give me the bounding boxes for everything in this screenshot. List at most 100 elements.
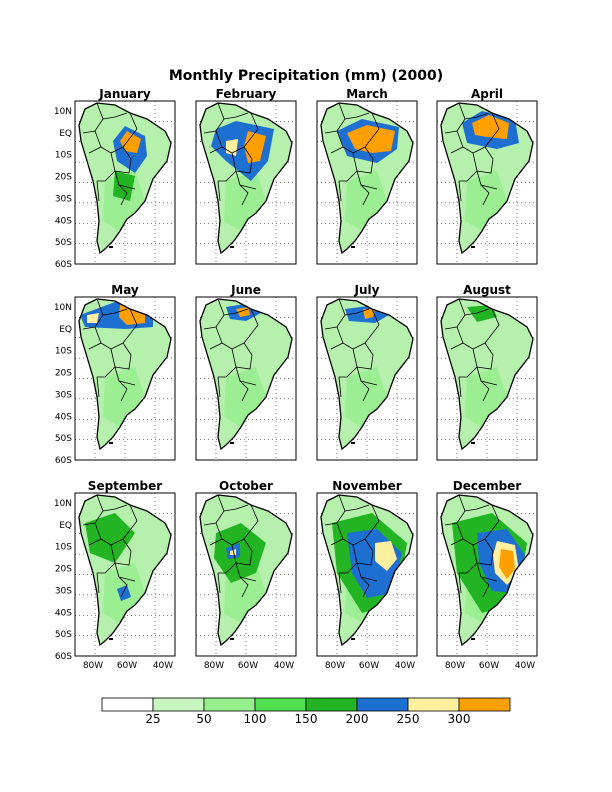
country-border	[472, 342, 494, 370]
map-panel-december: December 80W 60W 40W	[436, 479, 538, 671]
country-border	[360, 184, 378, 190]
country-border	[243, 308, 259, 344]
country-border	[82, 102, 104, 134]
country-border	[102, 112, 128, 120]
map-panel-march: March	[316, 87, 418, 265]
lat-tick-label: 10N	[54, 303, 72, 313]
country-border	[324, 494, 346, 526]
country-border	[464, 112, 490, 120]
country-border	[231, 146, 253, 174]
lon-tick-label: 40W	[274, 661, 294, 671]
country-border	[223, 112, 249, 120]
precip-area	[120, 131, 141, 153]
falkland-islands	[471, 638, 475, 640]
falkland-islands	[109, 638, 113, 640]
precip-area	[103, 367, 145, 427]
country-border	[444, 494, 466, 526]
precip-layer	[211, 121, 274, 231]
lat-tick-label: 20S	[55, 173, 72, 183]
legend-swatch	[254, 697, 307, 712]
precip-layer	[214, 523, 266, 623]
falkland-islands	[230, 246, 234, 248]
lon-tick-label: 60W	[117, 661, 137, 671]
precip-area	[87, 313, 99, 323]
country-border	[338, 376, 342, 398]
lon-tick-label: 60W	[479, 661, 499, 671]
country-border	[203, 494, 225, 526]
lat-tick-label: 10S	[55, 543, 72, 553]
legend-label: 25	[145, 712, 160, 726]
lat-tick-label: 50S	[55, 238, 72, 248]
lat-tick-label: 10N	[54, 499, 72, 509]
country-border	[239, 380, 257, 386]
panel-title: August	[463, 283, 511, 297]
lon-tick-label: 40W	[515, 661, 535, 671]
precip-area	[465, 171, 507, 231]
country-border	[476, 170, 490, 206]
legend-label: 150	[295, 712, 318, 726]
country-border	[239, 184, 257, 190]
falkland-islands	[351, 638, 355, 640]
falkland-islands	[351, 246, 355, 248]
coastline	[440, 102, 534, 255]
lat-tick-label: 50S	[55, 630, 72, 640]
country-border	[364, 308, 380, 344]
legend-swatch	[305, 697, 358, 712]
panel-title: December	[453, 479, 522, 493]
coastline	[440, 494, 534, 647]
precip-area	[375, 541, 397, 571]
country-border	[360, 380, 378, 386]
precip-area	[224, 367, 266, 427]
panel-title: February	[216, 87, 277, 101]
country-border	[231, 342, 253, 370]
lat-tick-label: 60S	[55, 652, 72, 662]
lat-tick-label: 30S	[55, 194, 72, 204]
coastline	[320, 102, 414, 255]
panel-title: July	[354, 283, 380, 297]
country-border	[118, 380, 136, 386]
falkland-islands	[109, 246, 113, 248]
country-border	[444, 298, 466, 330]
country-border	[217, 180, 221, 202]
lon-tick-label: 60W	[238, 661, 258, 671]
legend-label: 50	[196, 712, 211, 726]
lat-tick-label: EQ	[59, 521, 72, 531]
map-panel-october: October 80W 60W 40W	[195, 479, 297, 671]
lon-tick-label: 60W	[359, 661, 379, 671]
precip-layer	[85, 513, 145, 623]
country-border	[444, 102, 466, 134]
lat-tick-label: 60S	[55, 456, 72, 466]
country-border	[344, 308, 370, 316]
map-panel-june: June	[195, 283, 297, 461]
map-panel-february: February	[195, 87, 297, 265]
lon-tick-label: 40W	[153, 661, 173, 671]
country-border	[356, 562, 370, 598]
country-border	[102, 308, 128, 316]
lat-tick-label: 40S	[55, 216, 72, 226]
legend-swatch	[458, 697, 511, 712]
country-border	[472, 538, 494, 566]
country-border	[110, 146, 132, 174]
lat-tick-label: 10N	[54, 107, 72, 117]
lat-tick-label: 40S	[55, 412, 72, 422]
country-border	[352, 538, 374, 566]
lat-tick-label: EQ	[59, 129, 72, 139]
country-border	[82, 298, 104, 330]
panel-title: November	[332, 479, 401, 493]
legend-label: 200	[346, 712, 369, 726]
precip-area	[465, 367, 507, 427]
panel-title: October	[219, 479, 273, 493]
country-border	[102, 504, 128, 512]
country-border	[364, 504, 380, 540]
lat-tick-label: 30S	[55, 390, 72, 400]
country-border	[458, 572, 462, 594]
country-border	[243, 112, 259, 148]
lat-tick-label: 20S	[55, 565, 72, 575]
country-border	[484, 308, 500, 344]
country-border	[356, 366, 370, 402]
country-border	[239, 576, 257, 582]
country-border	[464, 504, 490, 512]
country-border	[243, 504, 259, 540]
country-border	[82, 494, 104, 526]
panel-title: September	[88, 479, 162, 493]
